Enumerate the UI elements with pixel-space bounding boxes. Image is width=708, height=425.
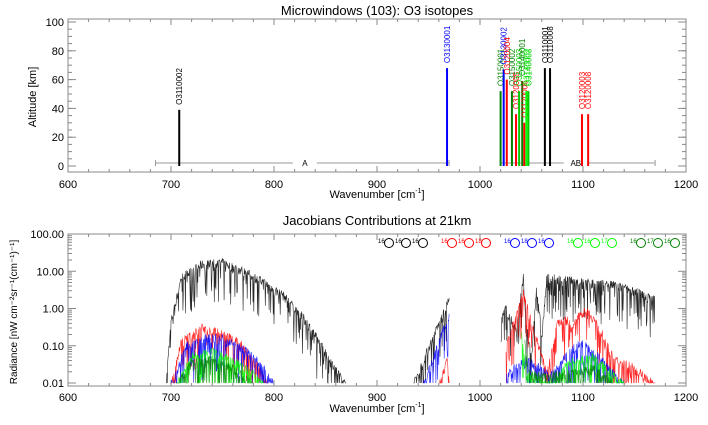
legend-oxygen-symbol: [591, 239, 600, 248]
legend-item: 161617: [567, 239, 617, 248]
figure: Microwindows (103): O3 isotopes 60070080…: [0, 0, 708, 425]
x-tick-label: 800: [265, 392, 283, 404]
legend-oxygen-symbol: [419, 239, 428, 248]
x-tick-label: 1200: [674, 392, 698, 404]
x-tick-label: 1000: [468, 179, 492, 191]
series-16O16O18O: [171, 290, 654, 384]
microwindows-panel: Microwindows (103): O3 isotopes 60070080…: [27, 3, 698, 201]
band-lines: A AB: [156, 159, 656, 168]
bottom-xlabel: Wavenumber [cm-1]: [329, 402, 424, 415]
y-tick-label: 100.00: [30, 229, 64, 241]
y-tick-label: 1.00: [43, 304, 64, 316]
top-xlabel: Wavenumber [cm-1]: [329, 188, 424, 201]
microwindow-label: O3110002: [175, 68, 184, 105]
legend-oxygen-symbol: [528, 239, 537, 248]
legend-item: 161618: [441, 239, 491, 248]
legend-oxygen-symbol: [574, 239, 583, 248]
legend-oxygen-symbol: [402, 239, 411, 248]
microwindow-label: O3140003: [524, 48, 533, 86]
x-tick-label: 700: [162, 179, 180, 191]
jacobian-series: [166, 259, 655, 383]
legend-oxygen-symbol: [511, 239, 520, 248]
series-line: [424, 314, 450, 383]
x-tick-label: 600: [59, 179, 77, 191]
legend-oxygen-symbol: [448, 239, 457, 248]
legend-oxygen-symbol: [465, 239, 474, 248]
legend-oxygen-symbol: [671, 239, 680, 248]
y-tick-label: 0: [58, 161, 64, 173]
bottom-title: Jacobians Contributions at 21km: [283, 213, 472, 228]
band-label: A: [302, 159, 308, 168]
legend-oxygen-symbol: [608, 239, 617, 248]
top-plot-frame: [68, 19, 686, 172]
legend-oxygen-symbol: [545, 239, 554, 248]
legend-item: 161616: [378, 239, 428, 248]
bottom-ylabel: Radiance [nW cm⁻²sr⁻¹(cm⁻¹)⁻¹]: [9, 240, 20, 385]
x-tick-label: 1000: [468, 392, 492, 404]
bottom-plot-frame: [68, 234, 686, 386]
legend-item: 161716: [630, 239, 680, 248]
x-tick-label: 600: [59, 392, 77, 404]
y-tick-label: 40: [52, 103, 64, 115]
legend: 161616 161618 161816 161617 161716: [378, 239, 680, 248]
top-axis-ticks: 600700800900100011001200020406080100: [46, 17, 699, 191]
x-tick-label: 700: [162, 392, 180, 404]
legend-oxygen-symbol: [654, 239, 663, 248]
legend-oxygen-symbol: [482, 239, 491, 248]
microwindow-label: O3110008: [546, 26, 555, 63]
band-label: AB: [570, 159, 581, 168]
y-tick-label: 0.10: [43, 341, 64, 353]
jacobians-panel: Jacobians Contributions at 21km 600 700 80…: [9, 213, 698, 415]
x-tick-label: 1100: [571, 179, 595, 191]
y-tick-label: 60: [52, 75, 64, 87]
y-tick-label: 10.00: [36, 266, 64, 278]
legend-oxygen-symbol: [637, 239, 646, 248]
x-tick-label: 800: [265, 179, 283, 191]
microwindow-label: O3130001: [443, 25, 452, 63]
x-tick-label: 1200: [674, 179, 698, 191]
microwindow-bars: O3110002O3130001O3150001O3130002O3120004…: [175, 25, 593, 166]
y-tick-label: 80: [52, 46, 64, 58]
y-tick-label: 100: [46, 17, 64, 29]
top-ylabel: Altitude [km]: [27, 67, 39, 128]
y-tick-label: 20: [52, 132, 64, 144]
series-line: [439, 358, 449, 383]
legend-item: 161816: [504, 239, 554, 248]
legend-oxygen-symbol: [385, 239, 394, 248]
top-title: Microwindows (103): O3 isotopes: [281, 3, 474, 18]
microwindow-label: O3120008: [584, 71, 593, 109]
y-tick-label: 0.01: [43, 378, 64, 390]
x-tick-label: 1100: [571, 392, 595, 404]
